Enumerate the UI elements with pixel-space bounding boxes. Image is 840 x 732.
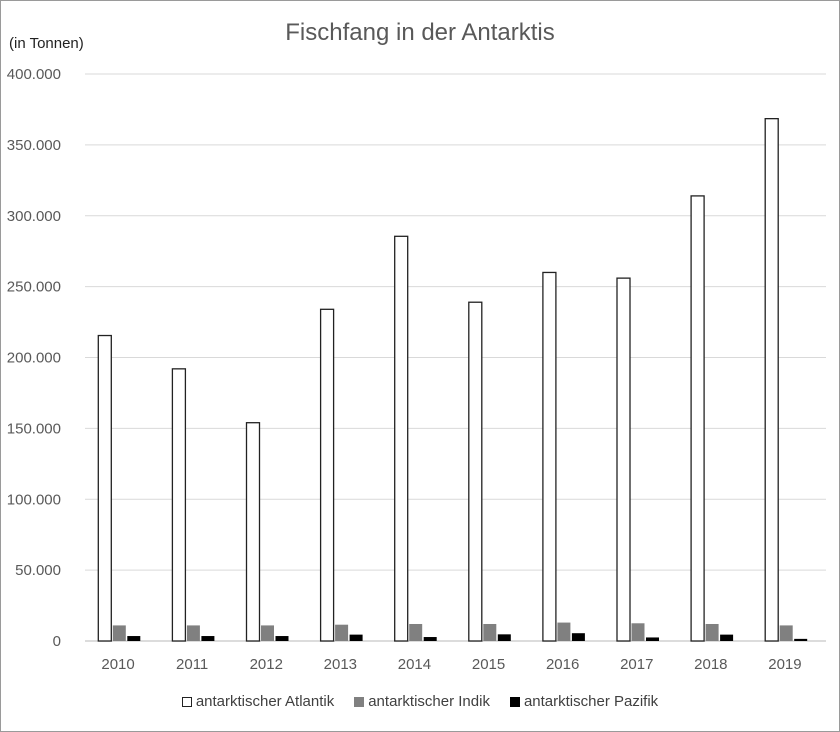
bar-pazifik xyxy=(646,637,659,641)
bar-indik xyxy=(261,625,274,641)
bar-indik xyxy=(483,623,497,641)
bar-pazifik xyxy=(275,636,289,641)
x-tick-label: 2016 xyxy=(546,656,579,673)
x-tick-label: 2012 xyxy=(250,656,283,673)
bar-atlantik xyxy=(542,271,557,642)
bar-pazifik xyxy=(571,633,585,641)
legend-item: antarktischer Pazifik xyxy=(509,693,659,710)
bar-pazifik xyxy=(497,634,511,641)
x-tick-label: 2013 xyxy=(324,656,357,673)
legend-item: antarktischer Indik xyxy=(354,693,490,710)
bar-pazifik xyxy=(720,634,734,641)
x-tick-label: 2014 xyxy=(398,656,431,673)
bar-indik xyxy=(705,623,719,641)
bar-atlantik xyxy=(394,235,409,642)
y-tick-label: 50.000 xyxy=(15,562,61,579)
legend-swatch xyxy=(181,696,192,707)
bar-pazifik xyxy=(349,634,363,641)
y-tick-label: 200.000 xyxy=(7,350,61,367)
bar-atlantik xyxy=(319,308,335,642)
y-tick-label: 100.000 xyxy=(7,491,61,508)
x-tick-label: 2010 xyxy=(101,656,134,673)
y-tick-label: 0 xyxy=(53,633,61,650)
y-tick-label: 350.000 xyxy=(7,137,61,154)
bar-indik xyxy=(335,624,349,641)
legend: antarktischer Atlantik antarktischer Indi… xyxy=(1,693,839,710)
y-tick-label: 150.000 xyxy=(7,420,61,437)
legend-label: antarktischer Atlantik xyxy=(195,693,335,710)
bar-indik xyxy=(779,625,793,641)
bar-atlantik xyxy=(690,195,705,642)
bar-atlantik xyxy=(97,334,112,642)
bar-pazifik xyxy=(794,638,808,641)
bar-indik xyxy=(557,622,571,641)
y-axis-label: (in Tonnen) xyxy=(9,35,84,52)
bar-indik xyxy=(186,625,200,641)
bar-pazifik xyxy=(201,636,215,641)
chart-title: Fischfang in der Antarktis xyxy=(285,19,555,46)
bar-atlantik xyxy=(764,118,779,642)
bar-atlantik xyxy=(171,368,187,642)
bar-pazifik xyxy=(127,636,141,641)
x-tick-label: 2018 xyxy=(694,656,727,673)
bar-indik xyxy=(409,623,423,641)
bar-atlantik xyxy=(616,277,631,642)
y-tick-label: 250.000 xyxy=(7,279,61,296)
y-tick-label: 300.000 xyxy=(7,208,61,225)
legend-swatch xyxy=(509,696,520,707)
x-tick-label: 2019 xyxy=(768,656,801,673)
x-tick-label: 2017 xyxy=(620,656,653,673)
bar-atlantik xyxy=(468,301,483,642)
bar-indik xyxy=(631,623,645,641)
y-tick-label: 400.000 xyxy=(7,66,61,83)
bar-indik xyxy=(112,625,126,641)
legend-item: antarktischer Atlantik xyxy=(181,693,335,710)
bar-atlantik xyxy=(245,422,261,642)
x-tick-label: 2011 xyxy=(176,656,208,673)
bar-pazifik xyxy=(423,637,437,641)
legend-label: antarktischer Indik xyxy=(368,693,490,710)
legend-label: antarktischer Pazifik xyxy=(523,693,659,710)
x-tick-label: 2015 xyxy=(472,656,505,673)
legend-swatch xyxy=(354,696,365,707)
